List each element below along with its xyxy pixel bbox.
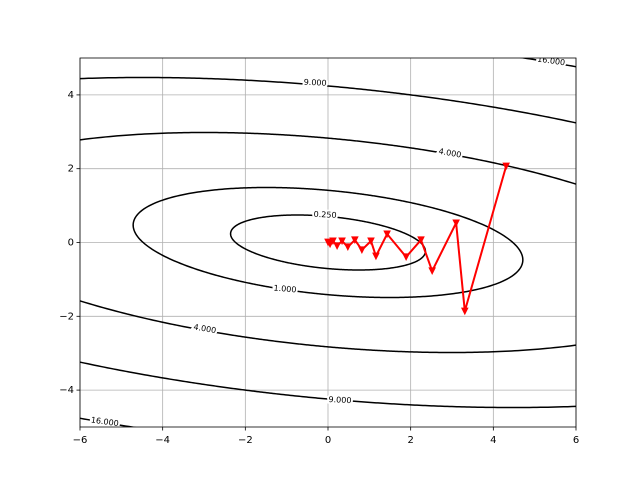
path-marker [428, 267, 436, 276]
path-marker [461, 307, 469, 316]
contour-label: 9.000 [304, 78, 327, 88]
contour-label: 16.000 [537, 55, 566, 68]
x-tick-label: −6 [73, 435, 88, 446]
x-tick-label: −4 [155, 435, 170, 446]
path-marker [344, 243, 352, 252]
y-tick-label: 4 [68, 90, 74, 101]
contour-line [229, 214, 427, 271]
x-tick-label: 2 [407, 435, 413, 446]
path-marker [417, 236, 425, 245]
x-tick-label: 0 [325, 435, 331, 446]
x-tick-label: 4 [490, 435, 496, 446]
path-marker [333, 242, 341, 250]
y-tick-label: −2 [59, 311, 74, 322]
path-marker [338, 237, 346, 246]
path-marker [402, 253, 410, 262]
y-tick-label: −4 [59, 385, 74, 396]
path-marker [324, 238, 332, 247]
ticks: −6 −4 −2 0 2 4 6 −4 −2 0 2 4 [59, 90, 579, 446]
y-tick-label: 0 [68, 238, 74, 249]
path-marker [358, 246, 366, 254]
x-tick-label: −2 [238, 435, 253, 446]
contour-line [80, 131, 576, 354]
path-marker [351, 236, 359, 245]
contour-line [132, 186, 524, 299]
plot-area: 0.2501.0004.0004.0009.0009.00016.00016.0… [80, 55, 576, 427]
contour-label: 1.000 [273, 284, 297, 295]
path-marker [383, 230, 391, 239]
x-tick-label: 6 [573, 435, 579, 446]
path-marker [372, 252, 380, 261]
contour-line [80, 76, 576, 409]
y-tick-label: 2 [68, 164, 74, 175]
path-marker [367, 237, 375, 246]
path-marker [452, 219, 460, 228]
path-marker [502, 162, 510, 171]
contour-label: 9.000 [328, 395, 351, 405]
contour-label: 0.250 [313, 210, 336, 220]
